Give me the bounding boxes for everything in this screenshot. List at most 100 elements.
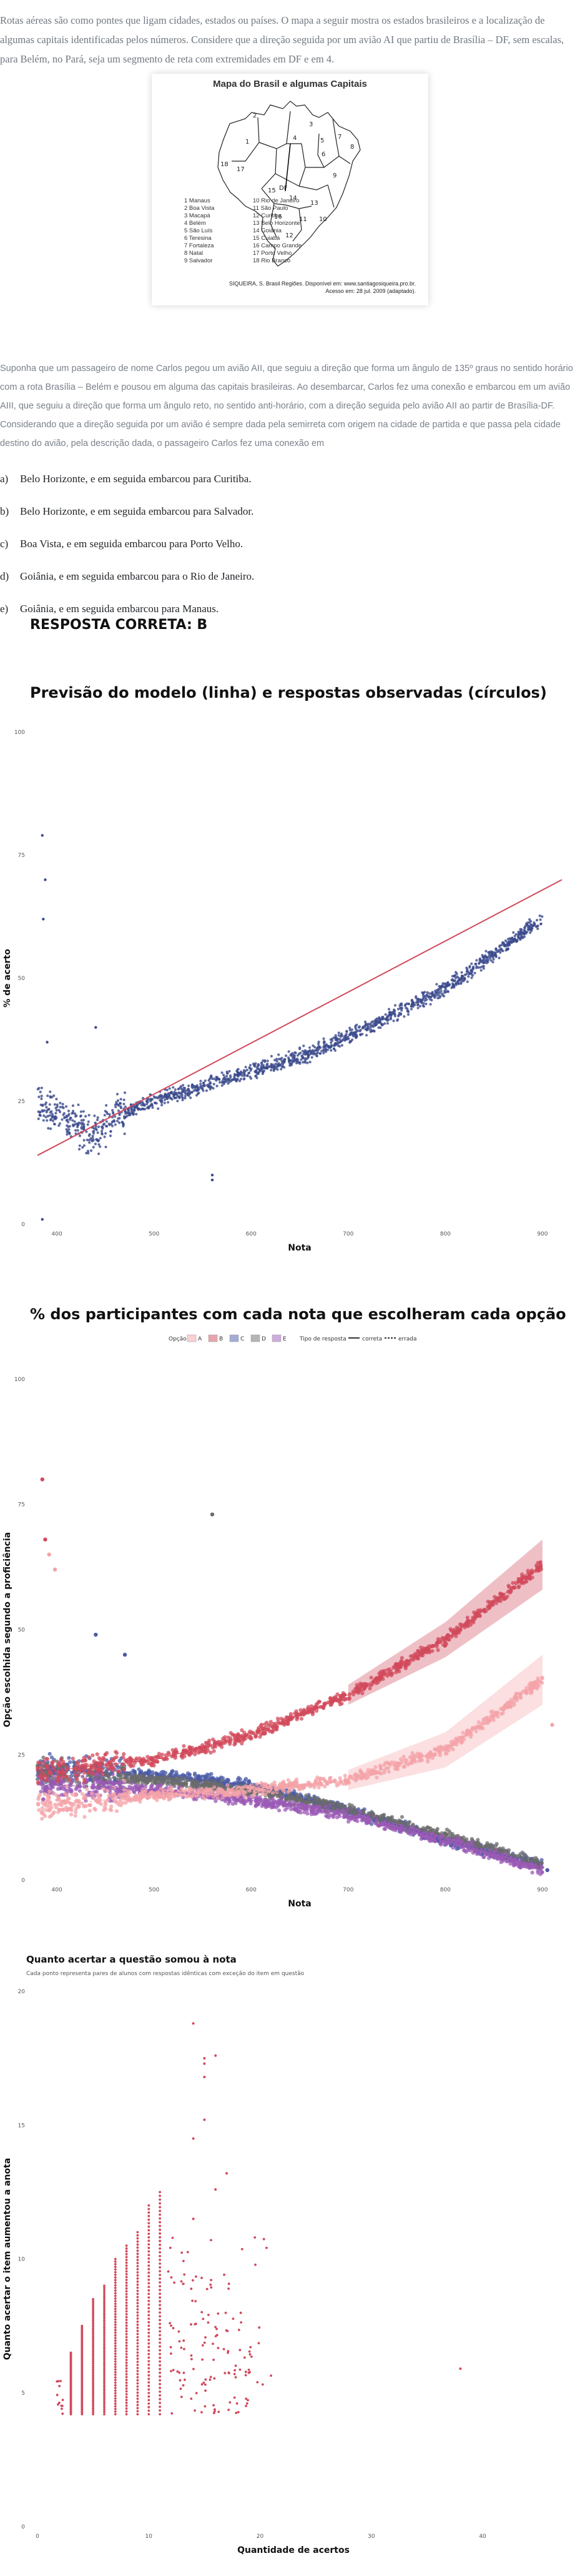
observed-point — [61, 1118, 64, 1121]
observed-point — [116, 1092, 119, 1096]
observed-point — [388, 1014, 391, 1017]
observed-point — [279, 1063, 282, 1066]
observed-point — [531, 927, 534, 930]
point-option-a — [103, 1806, 107, 1811]
observed-point — [145, 1106, 149, 1109]
point-option-e — [432, 1838, 437, 1843]
observed-point — [450, 978, 453, 982]
observed-point — [128, 1112, 131, 1115]
observed-point — [480, 960, 483, 963]
point-option-d — [448, 1831, 453, 1835]
point-option-e — [177, 1786, 181, 1790]
point-option-e — [474, 1852, 479, 1856]
point-option-e — [254, 1796, 258, 1800]
observed-point — [381, 1018, 384, 1021]
point-option-e — [393, 1828, 398, 1833]
observed-point — [93, 1114, 96, 1117]
observed-point — [141, 1097, 145, 1100]
observed-point — [179, 1085, 182, 1088]
point-option-a — [108, 1807, 112, 1812]
map-label-18: 18 — [220, 161, 229, 168]
point-option-c — [174, 1770, 179, 1775]
point-option-d — [494, 1841, 499, 1846]
observed-point — [371, 1020, 375, 1023]
observed-point — [123, 1091, 127, 1094]
point-option-e — [256, 1801, 260, 1806]
observed-point — [421, 1004, 425, 1008]
observed-point — [178, 1095, 181, 1098]
point-option-d — [351, 1808, 356, 1812]
map-legend-item: 11 São Paulo — [253, 205, 288, 212]
observed-point — [86, 1123, 89, 1126]
observed-point — [40, 1094, 43, 1097]
observed-point — [94, 1142, 97, 1146]
map-label-10: 10 — [319, 216, 327, 223]
point-option-e — [230, 1801, 235, 1806]
y-tick-label: 75 — [18, 1502, 25, 1508]
point-option-e — [47, 1786, 52, 1790]
observed-point — [165, 1097, 169, 1100]
point-option-e — [297, 1803, 301, 1807]
point-option-e — [388, 1826, 392, 1830]
point-option-e — [52, 1774, 56, 1779]
point-option-e — [367, 1820, 372, 1825]
point-option-e — [406, 1830, 411, 1835]
route-segment-df-belem — [285, 143, 291, 192]
observed-point — [315, 1054, 318, 1058]
observed-point — [145, 1099, 149, 1102]
point-option-d — [145, 1781, 150, 1785]
observed-point — [363, 1025, 366, 1028]
observed-point — [44, 1101, 47, 1104]
observed-point — [137, 1107, 140, 1110]
point-option-d — [483, 1844, 488, 1848]
point-option-d — [386, 1816, 390, 1820]
observed-point — [353, 1031, 356, 1034]
observed-point — [337, 1034, 340, 1037]
map-label-15: 15 — [268, 187, 276, 194]
observed-point — [345, 1033, 348, 1036]
point-option-e — [223, 1799, 228, 1803]
map-legend: 1 Manaus 2 Boa Vista 3 Macapá 4 Belém 5 … — [184, 197, 328, 265]
observed-point — [281, 1061, 284, 1064]
observed-point — [248, 1075, 252, 1079]
point-option-a — [512, 1701, 516, 1705]
observed-point — [118, 1121, 121, 1124]
point-option-e — [227, 1801, 231, 1806]
point-option-a — [51, 1811, 56, 1816]
observed-point — [106, 1124, 109, 1128]
point-option-e — [194, 1797, 199, 1801]
observed-point — [48, 1103, 51, 1106]
observed-point — [517, 936, 520, 939]
observed-point — [430, 995, 433, 998]
observed-point — [451, 982, 455, 985]
point-option-a — [36, 1797, 41, 1801]
observed-point — [124, 1105, 127, 1109]
observed-point — [91, 1139, 94, 1142]
observed-point — [468, 966, 471, 969]
observed-point — [247, 1072, 250, 1075]
point-option-a — [461, 1731, 465, 1735]
observed-point — [103, 1135, 106, 1139]
point-option-e — [430, 1836, 434, 1841]
legend-swatch-b — [208, 1334, 218, 1342]
observed-point — [383, 1022, 386, 1025]
observed-point — [315, 1052, 318, 1055]
legend-swatch-c — [229, 1334, 239, 1342]
observed-point — [333, 1036, 336, 1039]
observed-point — [159, 1099, 162, 1102]
legend-swatch-d — [250, 1334, 260, 1342]
option-c: c) Boa Vista, e em seguida embarcou para … — [0, 538, 580, 550]
observed-point — [56, 1103, 59, 1106]
legend-type-correta: correta — [362, 1336, 382, 1342]
point-option-c — [147, 1768, 151, 1773]
observed-point — [506, 948, 509, 951]
observed-point — [529, 923, 533, 926]
map-label-7: 7 — [338, 134, 342, 141]
point-option-a — [366, 1775, 370, 1780]
observed-point — [538, 914, 541, 918]
observed-point — [107, 1122, 111, 1126]
map-legend-item: 16 Campo Grande — [253, 242, 302, 249]
point-option-a — [97, 1800, 101, 1805]
point-option-e — [444, 1843, 448, 1847]
observed-point — [209, 1087, 212, 1091]
